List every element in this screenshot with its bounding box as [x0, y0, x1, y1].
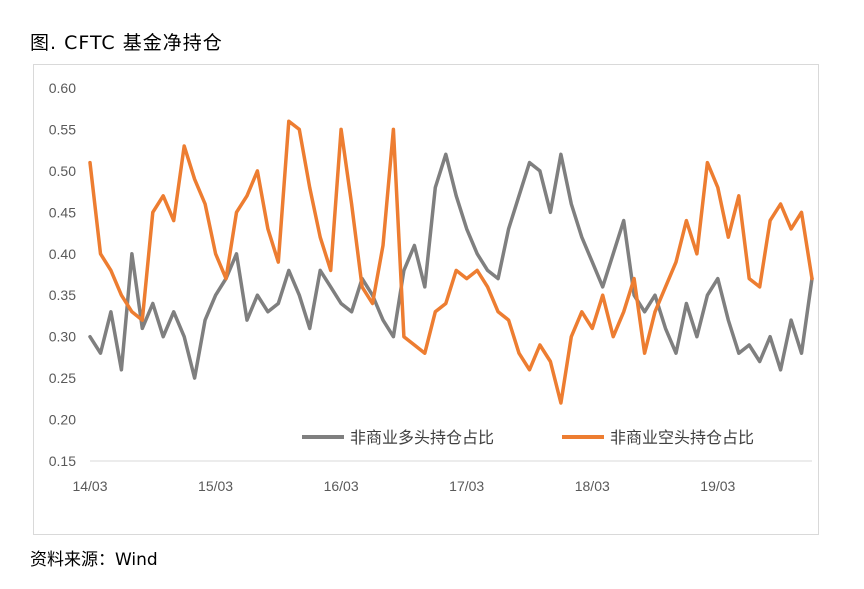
figure-title: 图. CFTC 基金净持仓 [30, 32, 223, 54]
legend-label: 非商业多头持仓占比 [350, 428, 494, 447]
chart-frame [33, 64, 819, 535]
y-tick-label: 0.20 [49, 412, 76, 428]
x-tick-label: 14/03 [72, 478, 107, 494]
x-tick-label: 15/03 [198, 478, 233, 494]
y-tick-label: 0.30 [49, 329, 76, 345]
y-axis-ticks: 0.60 0.55 0.50 0.45 0.40 0.35 0.30 0.25 0.20 0.15 [49, 80, 76, 469]
x-tick-label: 19/03 [700, 478, 735, 494]
y-tick-label: 0.15 [49, 453, 76, 469]
x-tick-label: 16/03 [324, 478, 359, 494]
cftc-line-chart: 0.60 0.55 0.50 0.45 0.40 0.35 0.30 0.25 0.20 0.15… [49, 80, 814, 494]
source-note: 资料来源：Wind [30, 550, 158, 570]
series-line-long [88, 152, 814, 380]
x-axis-ticks: 14/03 15/03 16/03 17/03 18/03 19/03 [72, 478, 735, 494]
y-tick-label: 0.50 [49, 163, 76, 179]
y-tick-label: 0.55 [49, 121, 76, 137]
y-tick-label: 0.45 [49, 204, 76, 220]
y-tick-label: 0.25 [49, 370, 76, 386]
legend-label: 非商业空头持仓占比 [610, 428, 754, 447]
y-tick-label: 0.60 [49, 80, 76, 96]
series-group [88, 119, 814, 405]
x-tick-label: 17/03 [449, 478, 484, 494]
y-tick-label: 0.40 [49, 246, 76, 262]
x-tick-label: 18/03 [575, 478, 610, 494]
legend: 非商业多头持仓占比 非商业空头持仓占比 [302, 428, 754, 447]
y-tick-label: 0.35 [49, 287, 76, 303]
series-line-short [88, 119, 814, 405]
